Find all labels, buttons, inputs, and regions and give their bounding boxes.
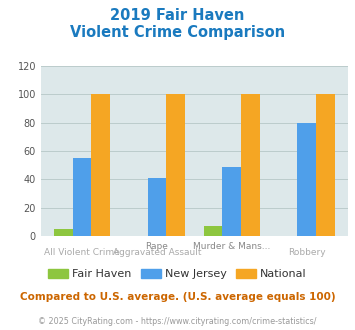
Bar	[166, 94, 185, 236]
Text: Violent Crime Comparison: Violent Crime Comparison	[70, 25, 285, 40]
Text: All Violent Crime: All Violent Crime	[44, 248, 120, 257]
Bar	[148, 178, 166, 236]
Text: Compared to U.S. average. (U.S. average equals 100): Compared to U.S. average. (U.S. average …	[20, 292, 335, 302]
Bar	[91, 94, 110, 236]
Bar	[316, 94, 335, 236]
Bar	[204, 226, 223, 236]
Bar	[54, 229, 73, 236]
Bar	[223, 167, 241, 236]
Text: Robbery: Robbery	[288, 248, 326, 257]
Text: Rape: Rape	[146, 242, 168, 251]
Text: Aggravated Assault: Aggravated Assault	[113, 248, 201, 257]
Text: 2019 Fair Haven: 2019 Fair Haven	[110, 8, 245, 23]
Bar	[297, 123, 316, 236]
Text: Murder & Mans...: Murder & Mans...	[193, 242, 271, 251]
Bar	[73, 158, 91, 236]
Text: © 2025 CityRating.com - https://www.cityrating.com/crime-statistics/: © 2025 CityRating.com - https://www.city…	[38, 317, 317, 326]
Legend: Fair Haven, New Jersey, National: Fair Haven, New Jersey, National	[44, 265, 311, 284]
Bar	[241, 94, 260, 236]
